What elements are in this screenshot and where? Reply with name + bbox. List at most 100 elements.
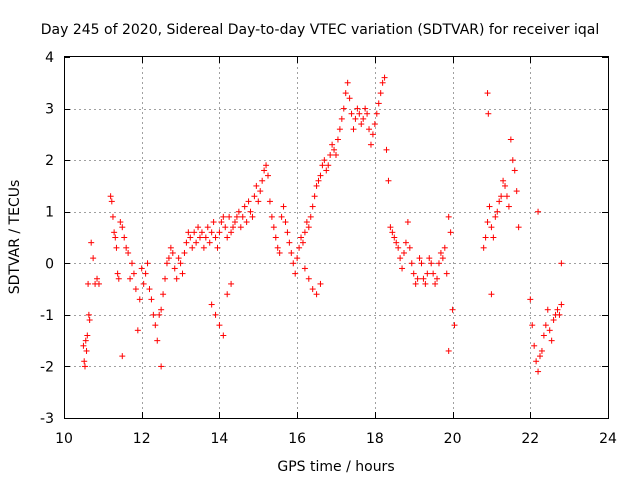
data-point [259, 177, 266, 184]
data-point [529, 322, 536, 329]
data-point [284, 229, 291, 236]
data-point [360, 115, 367, 122]
data-point [535, 368, 542, 375]
data-point [319, 162, 326, 169]
data-point [383, 146, 390, 153]
data-point [80, 342, 87, 349]
y-tick-label: 1 [45, 205, 54, 221]
data-point [550, 317, 557, 324]
data-point [272, 234, 279, 241]
data-point [125, 249, 132, 256]
data-point [86, 317, 93, 324]
data-point [533, 358, 540, 365]
x-tick-label: 22 [521, 431, 539, 447]
data-point [548, 337, 555, 344]
data-point [305, 275, 312, 282]
data-point [112, 234, 119, 241]
data-point [220, 213, 227, 220]
data-point [119, 224, 126, 231]
data-point [399, 265, 406, 272]
data-point [447, 229, 454, 236]
data-point [540, 332, 547, 339]
data-point [299, 239, 306, 246]
data-point [179, 270, 186, 277]
data-point [134, 327, 141, 334]
data-point [313, 182, 320, 189]
data-point [387, 224, 394, 231]
data-point [434, 275, 441, 282]
data-point [268, 213, 275, 220]
data-point [488, 291, 495, 298]
data-point [494, 208, 501, 215]
x-tick-label: 10 [55, 431, 73, 447]
data-point [352, 115, 359, 122]
data-point [148, 296, 155, 303]
data-point [121, 234, 128, 241]
data-point [222, 224, 229, 231]
data-point [261, 167, 268, 174]
data-point [171, 265, 178, 272]
data-point [241, 203, 248, 210]
data-point [140, 280, 147, 287]
data-point [228, 280, 235, 287]
data-points [80, 74, 565, 375]
data-point [163, 260, 170, 267]
data-point [445, 347, 452, 354]
data-point [208, 229, 215, 236]
data-point [373, 110, 380, 117]
data-point [412, 280, 419, 287]
data-point [422, 280, 429, 287]
data-point [214, 244, 221, 251]
data-point [311, 193, 318, 200]
data-point [249, 213, 256, 220]
data-point [538, 347, 545, 354]
data-point [108, 198, 115, 205]
y-tick-label: -1 [40, 308, 54, 324]
data-point [185, 229, 192, 236]
data-point [317, 172, 324, 179]
data-point [315, 177, 322, 184]
data-point [187, 234, 194, 241]
data-point [397, 255, 404, 262]
y-tick-label: 3 [45, 102, 54, 118]
data-point [348, 110, 355, 117]
data-point [515, 224, 522, 231]
x-tick-label: 18 [366, 431, 384, 447]
data-point [486, 203, 493, 210]
data-point [282, 219, 289, 226]
data-point [83, 347, 90, 354]
data-point [327, 151, 334, 158]
data-point [505, 203, 512, 210]
data-point [274, 244, 281, 251]
data-point [435, 260, 442, 267]
data-point [389, 229, 396, 236]
data-point [546, 327, 553, 334]
data-point [218, 219, 225, 226]
data-point [243, 219, 250, 226]
data-point [354, 105, 361, 112]
data-point [410, 270, 417, 277]
data-point [253, 182, 260, 189]
data-point [531, 342, 538, 349]
data-point [305, 224, 312, 231]
data-point [85, 280, 92, 287]
data-point [138, 265, 145, 272]
data-point [404, 219, 411, 226]
data-point [558, 301, 565, 308]
data-point [509, 157, 516, 164]
data-point [336, 126, 343, 133]
data-point [362, 105, 369, 112]
data-point [237, 224, 244, 231]
plot-frame [64, 56, 609, 419]
data-point [288, 249, 295, 256]
data-point [537, 353, 543, 360]
data-point [235, 208, 242, 215]
data-point [414, 275, 421, 282]
data-point [220, 332, 227, 339]
data-point [333, 151, 339, 158]
data-point [369, 131, 376, 138]
data-point [181, 249, 188, 256]
data-point [426, 255, 433, 262]
